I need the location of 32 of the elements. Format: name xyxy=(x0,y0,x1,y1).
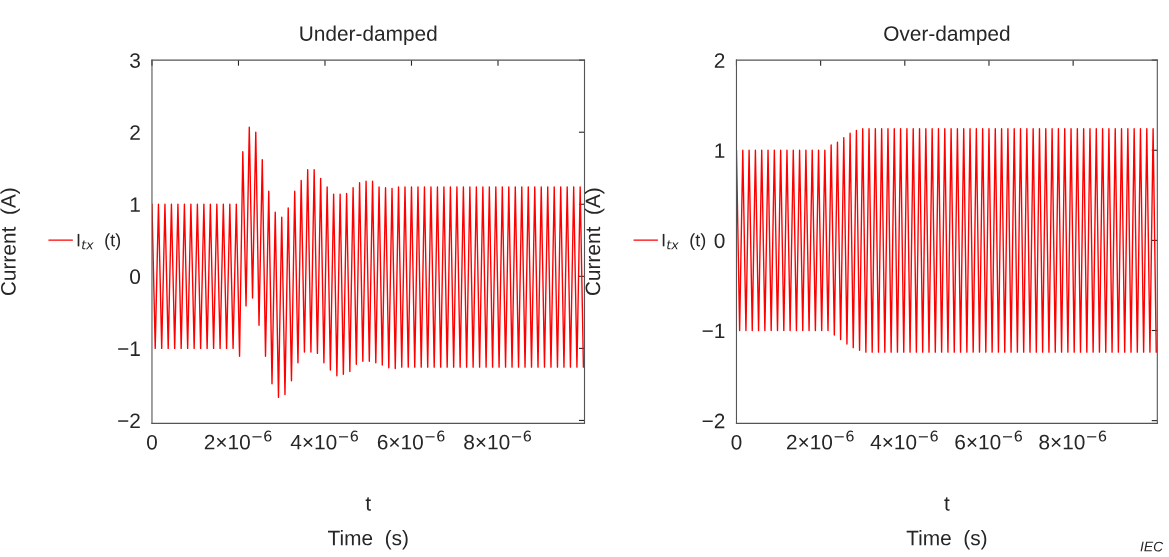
y-tick-label: −2 xyxy=(702,413,725,429)
x-tick-label: 0 xyxy=(731,434,742,450)
x-tick-label: 2×10$^{−6}$ xyxy=(787,430,854,450)
chart-title: Over-damped xyxy=(884,25,1010,46)
y-tick-label: 3 xyxy=(130,53,140,68)
y-axis-title: Current (A) xyxy=(0,188,20,296)
x-tick-label: 2×10$^{−6}$ xyxy=(204,430,272,450)
x-axis-title: t Time (s) xyxy=(906,497,987,550)
y-tick-label: 1 xyxy=(130,197,140,212)
chart-title: Under-damped xyxy=(300,25,437,46)
y-tick-label: −1 xyxy=(702,323,725,339)
text: IEC xyxy=(1140,541,1164,552)
legend-label: I$_{tx}$ (t) xyxy=(662,233,706,251)
x-tick-label: 8×10$^{−6}$ xyxy=(464,430,532,450)
line-series xyxy=(151,126,585,399)
line-series xyxy=(736,127,1157,353)
x-tick-label: 6×10$^{−6}$ xyxy=(955,430,1022,450)
y-tick-label: −2 xyxy=(118,413,140,428)
x-axis-title: t Time (s) xyxy=(328,497,408,550)
y-tick-label: −1 xyxy=(118,341,140,356)
y-tick-label: 2 xyxy=(130,125,140,140)
legend-label: I$_{tx}$ (t) xyxy=(77,233,121,251)
y-tick-label: 1 xyxy=(715,143,725,158)
y-tick-label: 0 xyxy=(130,269,141,285)
x-tick-label: 4×10$^{−6}$ xyxy=(870,430,938,450)
y-axis-title: Current (A) xyxy=(584,188,605,296)
x-tick-label: 6×10$^{−6}$ xyxy=(377,430,445,450)
x-tick-label: 0 xyxy=(146,434,157,450)
y-tick-label: 2 xyxy=(714,53,725,68)
x-tick-label: 8×10$^{−6}$ xyxy=(1039,430,1107,450)
x-tick-label: 4×10$^{−6}$ xyxy=(290,430,358,450)
y-tick-label: 0 xyxy=(714,233,725,249)
